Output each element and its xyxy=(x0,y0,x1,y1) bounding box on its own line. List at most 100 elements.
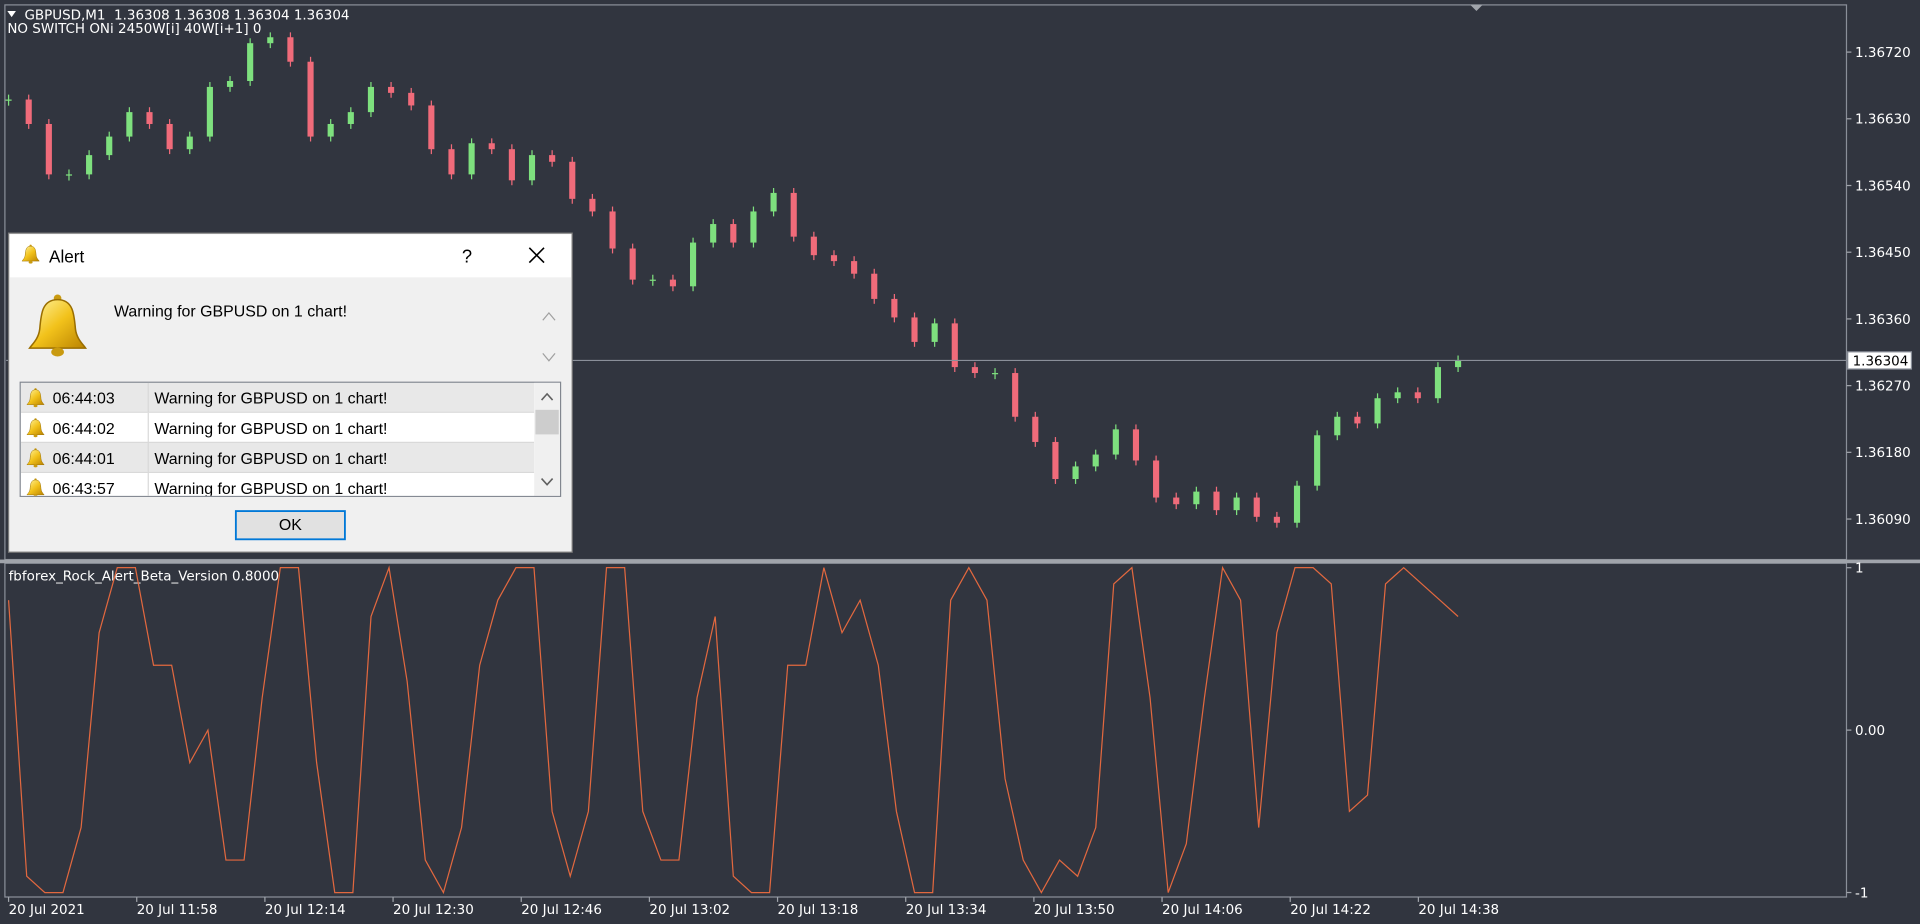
y-tick-label: 1.36360 xyxy=(1855,312,1911,328)
candle-body xyxy=(770,192,777,212)
x-tick-label: 20 Jul 12:30 xyxy=(393,902,474,918)
candle-body xyxy=(710,224,717,243)
log-text: Warning for GBPUSD on 1 chart! xyxy=(154,481,387,498)
candle-body xyxy=(247,43,254,81)
y-tick-label: 1 xyxy=(1855,561,1864,577)
x-tick-label: 20 Jul 13:50 xyxy=(1034,902,1115,918)
candle-body xyxy=(226,80,234,87)
x-tick-label: 20 Jul 13:02 xyxy=(649,902,730,918)
ok-button[interactable] xyxy=(234,510,346,541)
candle-body xyxy=(1253,497,1260,517)
y-tick-label: 0.00 xyxy=(1855,723,1885,739)
candle-body xyxy=(428,105,435,150)
candle-body xyxy=(1354,416,1361,424)
candle-body xyxy=(951,323,958,368)
x-tick-label: 20 Jul 12:14 xyxy=(265,902,346,918)
candle-body xyxy=(1314,435,1321,486)
candle-body xyxy=(891,298,898,318)
log-time: 06:44:01 xyxy=(53,451,115,468)
candle-body xyxy=(1334,416,1341,436)
candle-body xyxy=(871,273,878,299)
x-tick-label: 20 Jul 2021 xyxy=(9,902,85,918)
candle-body xyxy=(649,279,656,281)
ok-label[interactable]: OK xyxy=(279,517,302,534)
log-text: Warning for GBPUSD on 1 chart! xyxy=(154,451,387,468)
candle-body xyxy=(1112,429,1119,455)
y-tick-label: 1.36180 xyxy=(1855,445,1911,461)
candle-body xyxy=(1273,516,1280,523)
log-scrollbar[interactable] xyxy=(534,382,560,496)
candle-body xyxy=(1233,497,1240,511)
candle-body xyxy=(810,236,817,256)
alert-dialog: Alert ? Warning for GBPUSD on 1 chart! 0… xyxy=(7,232,573,553)
symbol-header: GBPUSD,M1 1.36308 1.36308 1.36304 1.3630… xyxy=(25,8,350,24)
candle-body xyxy=(468,143,475,175)
log-row[interactable] xyxy=(20,382,535,413)
chart-layer: 1.36720 1.36630 1.36540 1.36450 1.36360 1.362… xyxy=(5,32,1913,918)
candle-body xyxy=(991,373,999,375)
candle-body xyxy=(1153,460,1160,498)
candle-body xyxy=(629,248,636,280)
candle-body xyxy=(689,242,697,287)
menu-arrow xyxy=(7,11,16,18)
y-tick-label: -1 xyxy=(1855,885,1868,901)
bid-label: 1.36304 xyxy=(1853,353,1909,369)
candle-body xyxy=(1374,398,1381,424)
candle-body xyxy=(730,224,737,243)
candle-body xyxy=(1394,392,1401,399)
y-tick-label: 1.36270 xyxy=(1855,379,1911,395)
y-tick-label: 1.36720 xyxy=(1855,45,1911,61)
help-button[interactable]: ? xyxy=(462,246,472,267)
log-row[interactable] xyxy=(20,442,535,473)
dialog-title: Alert xyxy=(49,247,84,267)
y-tick-label: 1.36090 xyxy=(1855,512,1911,528)
candle-body xyxy=(367,86,375,113)
candle-body xyxy=(508,149,515,181)
candle-body xyxy=(448,149,455,175)
candle-body xyxy=(790,192,797,237)
log-row[interactable] xyxy=(20,412,535,443)
candle-body xyxy=(307,61,314,137)
candle-body xyxy=(206,86,213,137)
candle-body xyxy=(45,123,52,175)
candle-body xyxy=(851,261,858,274)
candle-body xyxy=(609,211,616,249)
candle-body xyxy=(1293,485,1301,523)
log-time: 06:44:02 xyxy=(53,421,115,438)
candle-body xyxy=(65,174,73,176)
candle-body xyxy=(589,198,596,212)
candle-body xyxy=(408,92,415,106)
candle-body xyxy=(750,211,757,243)
log-rows: 06:44:03 Warning for GBPUSD on 1 chart! 06… xyxy=(20,382,535,502)
x-tick-label: 20 Jul 13:18 xyxy=(778,902,859,918)
close-button[interactable] xyxy=(528,247,545,264)
candle-body xyxy=(569,161,576,199)
candle-body xyxy=(5,99,12,101)
message-scroll-arrows[interactable] xyxy=(542,311,556,362)
candle-body xyxy=(146,112,153,124)
shift-marker xyxy=(1470,4,1483,12)
candle-body xyxy=(1434,367,1442,399)
x-tick-label: 20 Jul 13:34 xyxy=(906,902,987,918)
indicator-header: NO SWITCH ONi 2450W[i] 40W[i+1] 0 xyxy=(7,21,261,37)
candle-body xyxy=(25,99,32,124)
log-scroll-thumb[interactable] xyxy=(535,409,559,435)
candle-body xyxy=(1052,441,1059,480)
candle-body xyxy=(347,112,354,124)
candle-body xyxy=(106,136,113,156)
candle-body xyxy=(911,317,918,342)
candle-body xyxy=(830,255,838,262)
candle-body xyxy=(971,367,978,374)
log-row[interactable] xyxy=(20,473,535,502)
indicator-title: fbforex_Rock_Alert_Beta_Version 0.8000 xyxy=(9,568,280,584)
candle-body xyxy=(86,155,93,175)
dialog-message: Warning for GBPUSD on 1 chart! xyxy=(114,304,347,321)
log-scroll-arrows[interactable] xyxy=(540,392,554,486)
candle-body xyxy=(186,136,193,150)
candle-body xyxy=(1132,429,1140,461)
bid-label-box xyxy=(1847,351,1913,370)
candle-body xyxy=(1173,497,1180,505)
candle-body xyxy=(166,123,173,150)
x-tick-label: 20 Jul 12:46 xyxy=(521,902,602,918)
candle-body xyxy=(1072,466,1079,480)
